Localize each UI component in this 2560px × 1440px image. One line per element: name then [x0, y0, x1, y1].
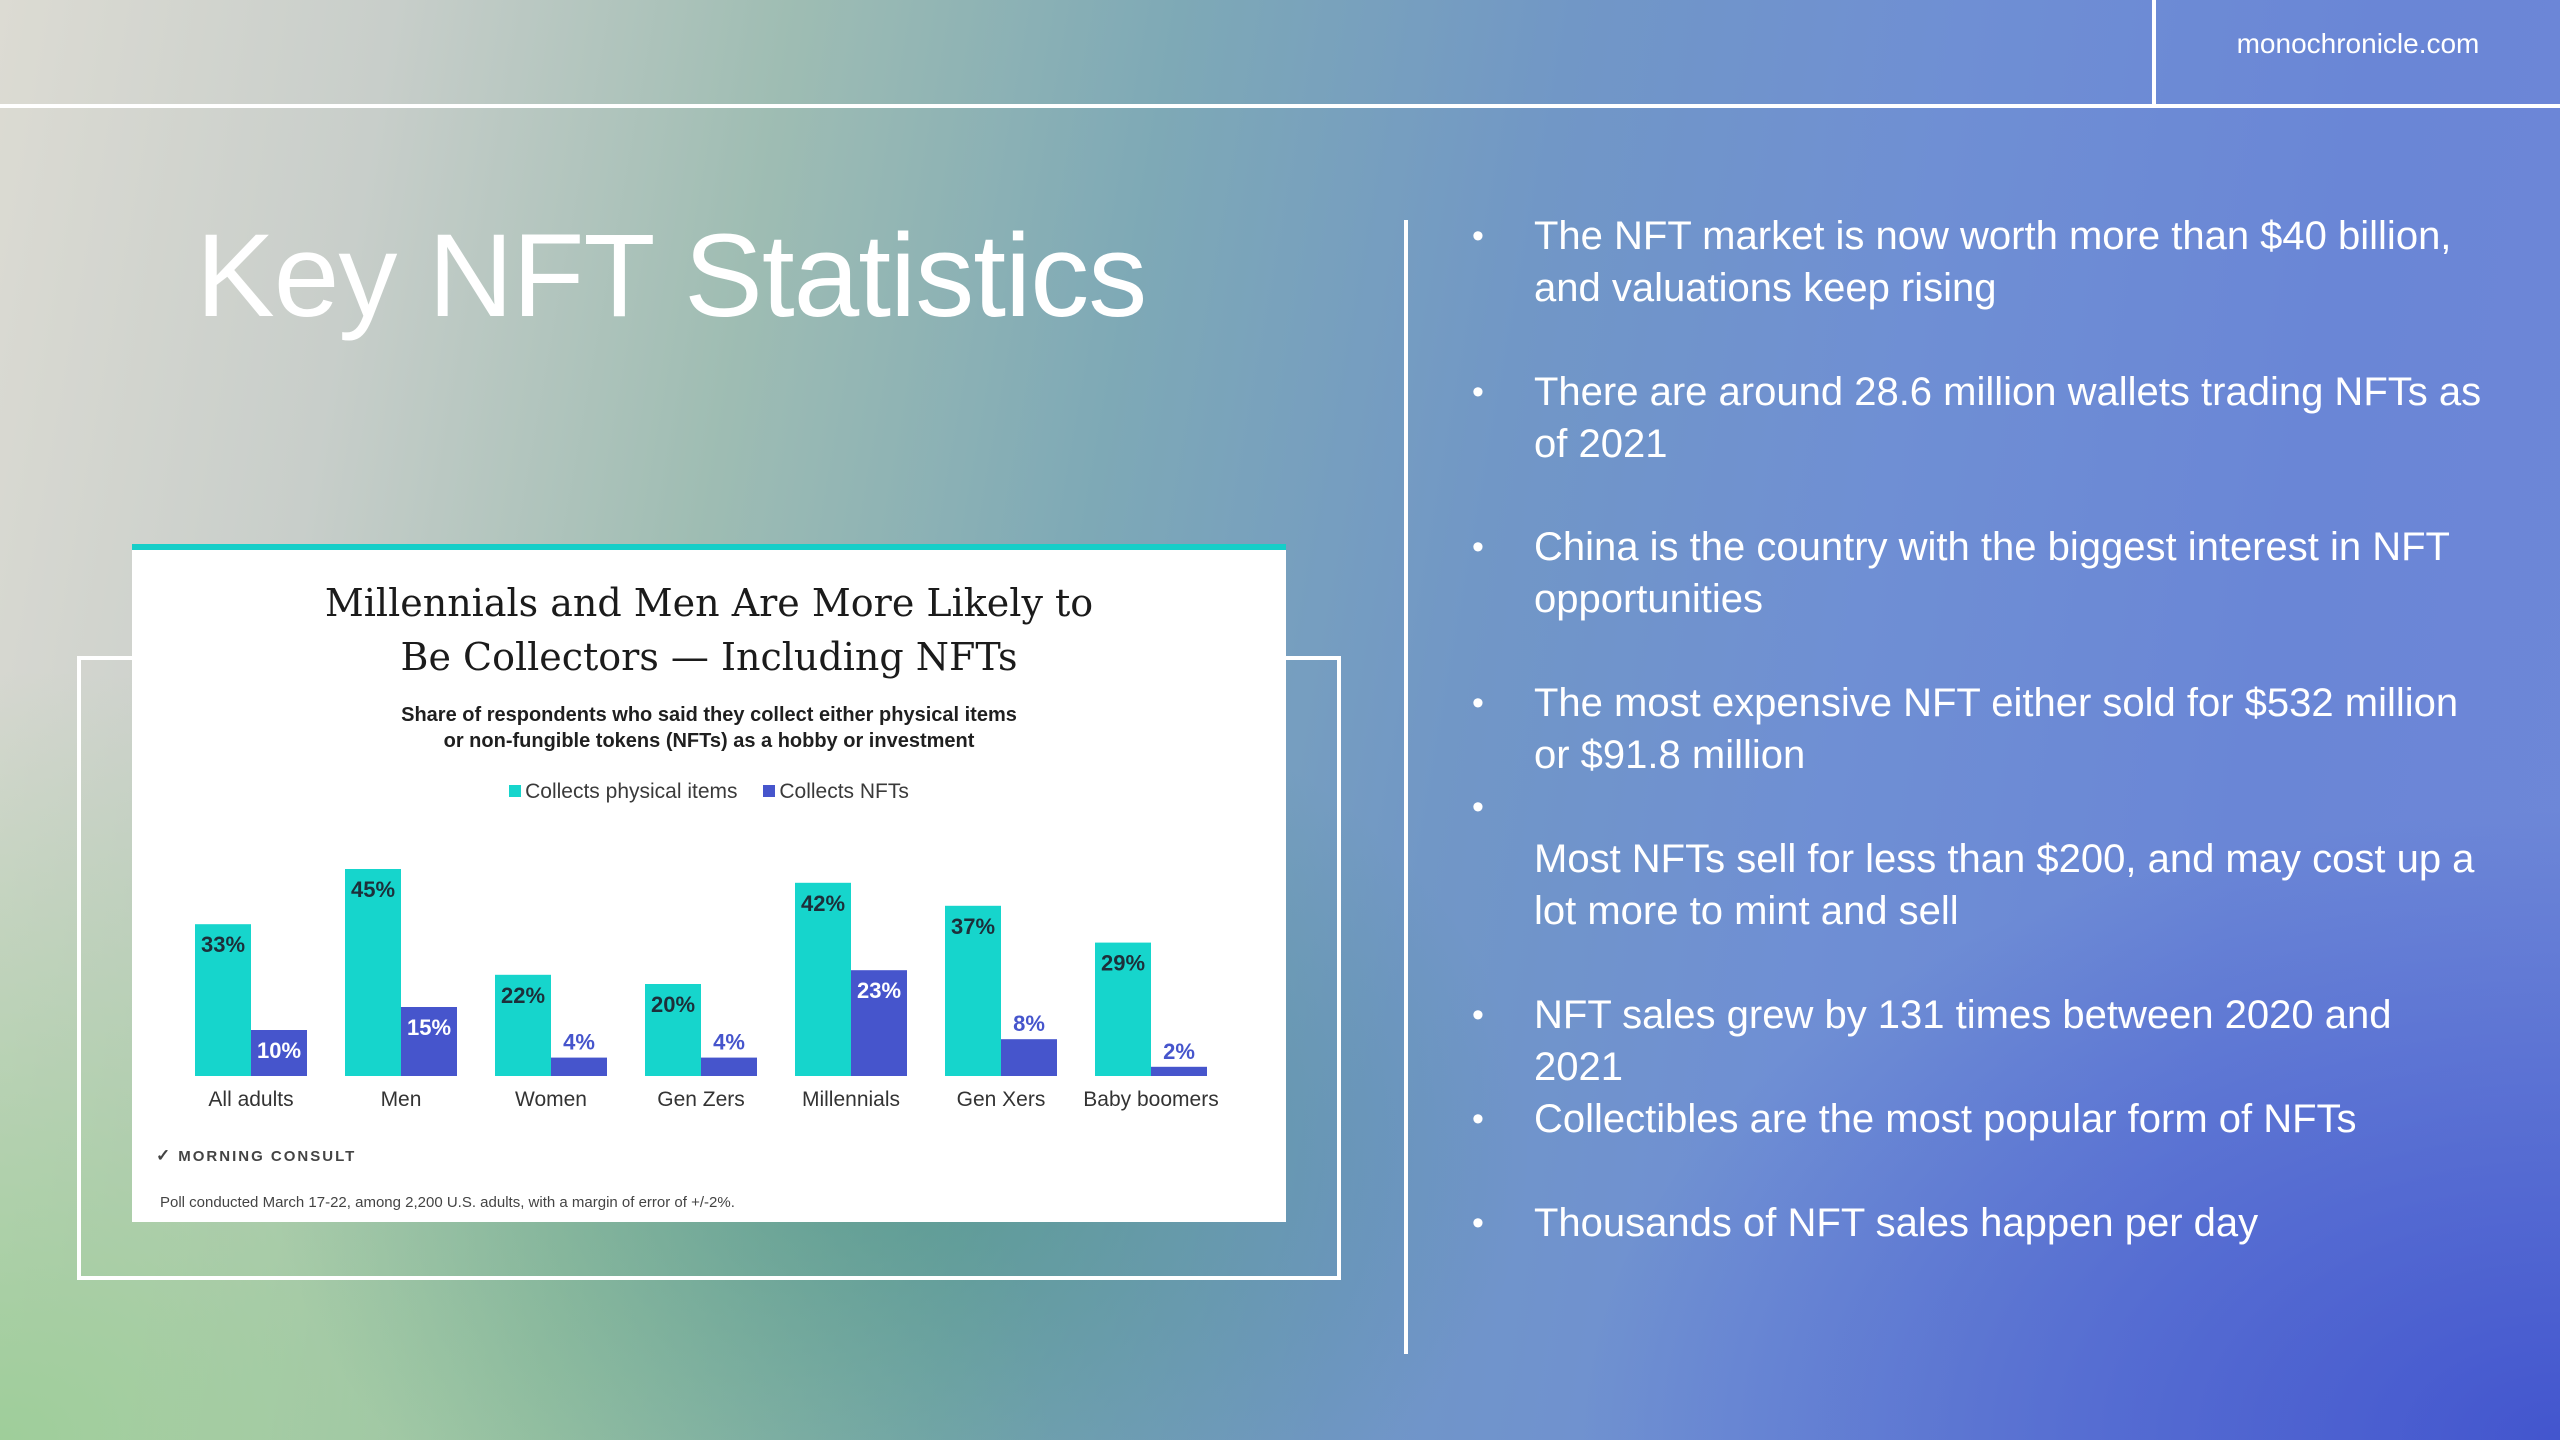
chart-title-line-1: Millennials and Men Are More Likely to — [324, 581, 1094, 625]
bullet-dot-icon: • — [1472, 1204, 1484, 1242]
statistic-line: Collectibles are the most popular form o… — [1534, 1097, 2357, 1141]
chart-legend: Collects physical items Collects NFTs — [132, 780, 1286, 804]
statistic-line: Most NFTs sell for less than $200, and m… — [1534, 837, 2475, 881]
statistic-item-3: • The most expensive NFT either sold for … — [1472, 677, 2482, 781]
statistic-item-5: • NFT sales grew by 131 times between 202… — [1472, 989, 2482, 1093]
bar-physical-3 — [645, 984, 701, 1076]
statistic-item-1: • There are around 28.6 million wallets t… — [1472, 366, 2482, 470]
bar-physical-0 — [195, 924, 251, 1076]
statistic-line: opportunities — [1534, 577, 1764, 621]
bullet-dot-icon: • — [1472, 1100, 1484, 1138]
data-label-nfts-4: 23% — [857, 978, 901, 1003]
statistic-line: or $91.8 million — [1534, 733, 1806, 777]
data-label-nfts-0: 10% — [257, 1038, 301, 1063]
bar-nfts-5 — [1001, 1039, 1057, 1076]
statistic-line: NFT sales grew by 131 times between 2020… — [1534, 993, 2392, 1089]
chart-title: Millennials and Men Are More Likely to B… — [132, 576, 1286, 684]
statistic-line: The NFT market is now worth more than $4… — [1534, 214, 2452, 258]
bar-nfts-2 — [551, 1057, 607, 1076]
bullet-dot-icon: • — [1472, 684, 1484, 722]
data-label-nfts-5: 8% — [1013, 1011, 1045, 1036]
statistic-item-0: • The NFT market is now worth more than $… — [1472, 210, 2482, 314]
header-divider — [2152, 0, 2156, 104]
category-label-0: All adults — [208, 1088, 293, 1111]
statistic-line: of 2021 — [1534, 422, 1668, 466]
site-url[interactable]: monochronicle.com — [2236, 28, 2480, 59]
legend-item-nfts: Collects NFTs — [763, 780, 909, 804]
bar-physical-6 — [1095, 942, 1151, 1076]
data-label-nfts-3: 4% — [713, 1030, 745, 1055]
category-label-5: Gen Xers — [957, 1088, 1046, 1111]
bullet-dot-icon: • — [1472, 217, 1484, 255]
bullet-dot-icon: • — [1472, 788, 1484, 826]
chart-card: Millennials and Men Are More Likely to B… — [132, 544, 1286, 1222]
statistic-line: There are around 28.6 million wallets tr… — [1534, 370, 2482, 414]
category-label-2: Women — [515, 1088, 587, 1111]
header-rule — [0, 104, 2560, 108]
data-label-physical-1: 45% — [351, 877, 395, 902]
morning-consult-mark-icon: ✓ — [156, 1146, 173, 1165]
data-label-physical-6: 29% — [1101, 951, 1145, 976]
chart-subtitle-line-2: or non-fungible tokens (NFTs) as a hobby… — [443, 730, 975, 752]
bar-physical-2 — [495, 974, 551, 1076]
chart-subtitle: Share of respondents who said they colle… — [132, 702, 1286, 754]
statistic-line: China is the country with the biggest in… — [1534, 525, 2450, 569]
data-label-nfts-6: 2% — [1163, 1039, 1195, 1064]
statistic-line: lot more to mint and sell — [1534, 889, 1959, 933]
bullet-dot-icon: • — [1472, 373, 1484, 411]
category-label-6: Baby boomers — [1083, 1088, 1218, 1111]
data-label-nfts-2: 4% — [563, 1030, 595, 1055]
statistic-item-2: • China is the country with the biggest i… — [1472, 521, 2482, 625]
bar-physical-4 — [795, 882, 851, 1076]
data-label-nfts-1: 15% — [407, 1015, 451, 1040]
bar-nfts-3 — [701, 1057, 757, 1076]
statistic-line: The most expensive NFT either sold for $… — [1534, 681, 2459, 725]
bullet-dot-icon: • — [1472, 996, 1484, 1034]
chart-title-line-2: Be Collectors — Including NFTs — [400, 635, 1018, 679]
statistic-line — [1534, 781, 2482, 833]
legend-swatch-nfts — [763, 785, 776, 797]
statistic-item-4: • Most NFTs sell for less than $200, and … — [1472, 781, 2482, 937]
logo-text: MORNING CONSULT — [178, 1148, 357, 1165]
data-label-physical-5: 37% — [951, 914, 995, 939]
category-label-3: Gen Zers — [657, 1088, 745, 1111]
statistic-line: Thousands of NFT sales happen per day — [1534, 1201, 2259, 1245]
bar-nfts-1 — [401, 1007, 457, 1076]
category-label-1: Men — [381, 1088, 422, 1111]
statistic-line: and valuations keep rising — [1534, 266, 1997, 310]
legend-label-nfts: Collects NFTs — [779, 780, 909, 803]
vertical-divider — [1404, 220, 1408, 1354]
legend-swatch-physical — [509, 785, 522, 797]
data-label-physical-4: 42% — [801, 891, 845, 916]
category-label-4: Millennials — [802, 1088, 900, 1111]
data-label-physical-2: 22% — [501, 983, 545, 1008]
bar-physical-1 — [345, 869, 401, 1076]
bar-nfts-0 — [251, 1030, 307, 1076]
legend-item-physical: Collects physical items — [509, 780, 738, 804]
slide-title: Key NFT Statistics — [196, 210, 1147, 342]
legend-label-physical: Collects physical items — [525, 780, 738, 803]
statistic-item-7: • Thousands of NFT sales happen per day — [1472, 1197, 2482, 1249]
statistic-item-6: • Collectibles are the most popular form … — [1472, 1093, 2482, 1145]
morning-consult-logo: ✓ MORNING CONSULT — [156, 1146, 356, 1166]
chart-footnote: Poll conducted March 17-22, among 2,200 … — [160, 1194, 735, 1211]
bullet-dot-icon: • — [1472, 528, 1484, 566]
data-label-physical-0: 33% — [201, 932, 245, 957]
chart-subtitle-line-1: Share of respondents who said they colle… — [401, 704, 1017, 726]
bar-nfts-4 — [851, 970, 907, 1076]
bar-nfts-6 — [1151, 1066, 1207, 1076]
bar-physical-5 — [945, 905, 1001, 1076]
bar-chart: 33% 10% All adults 45% 15% Men 22% 4% Women 20% 4%… — [195, 869, 1219, 1111]
data-label-physical-3: 20% — [651, 992, 695, 1017]
